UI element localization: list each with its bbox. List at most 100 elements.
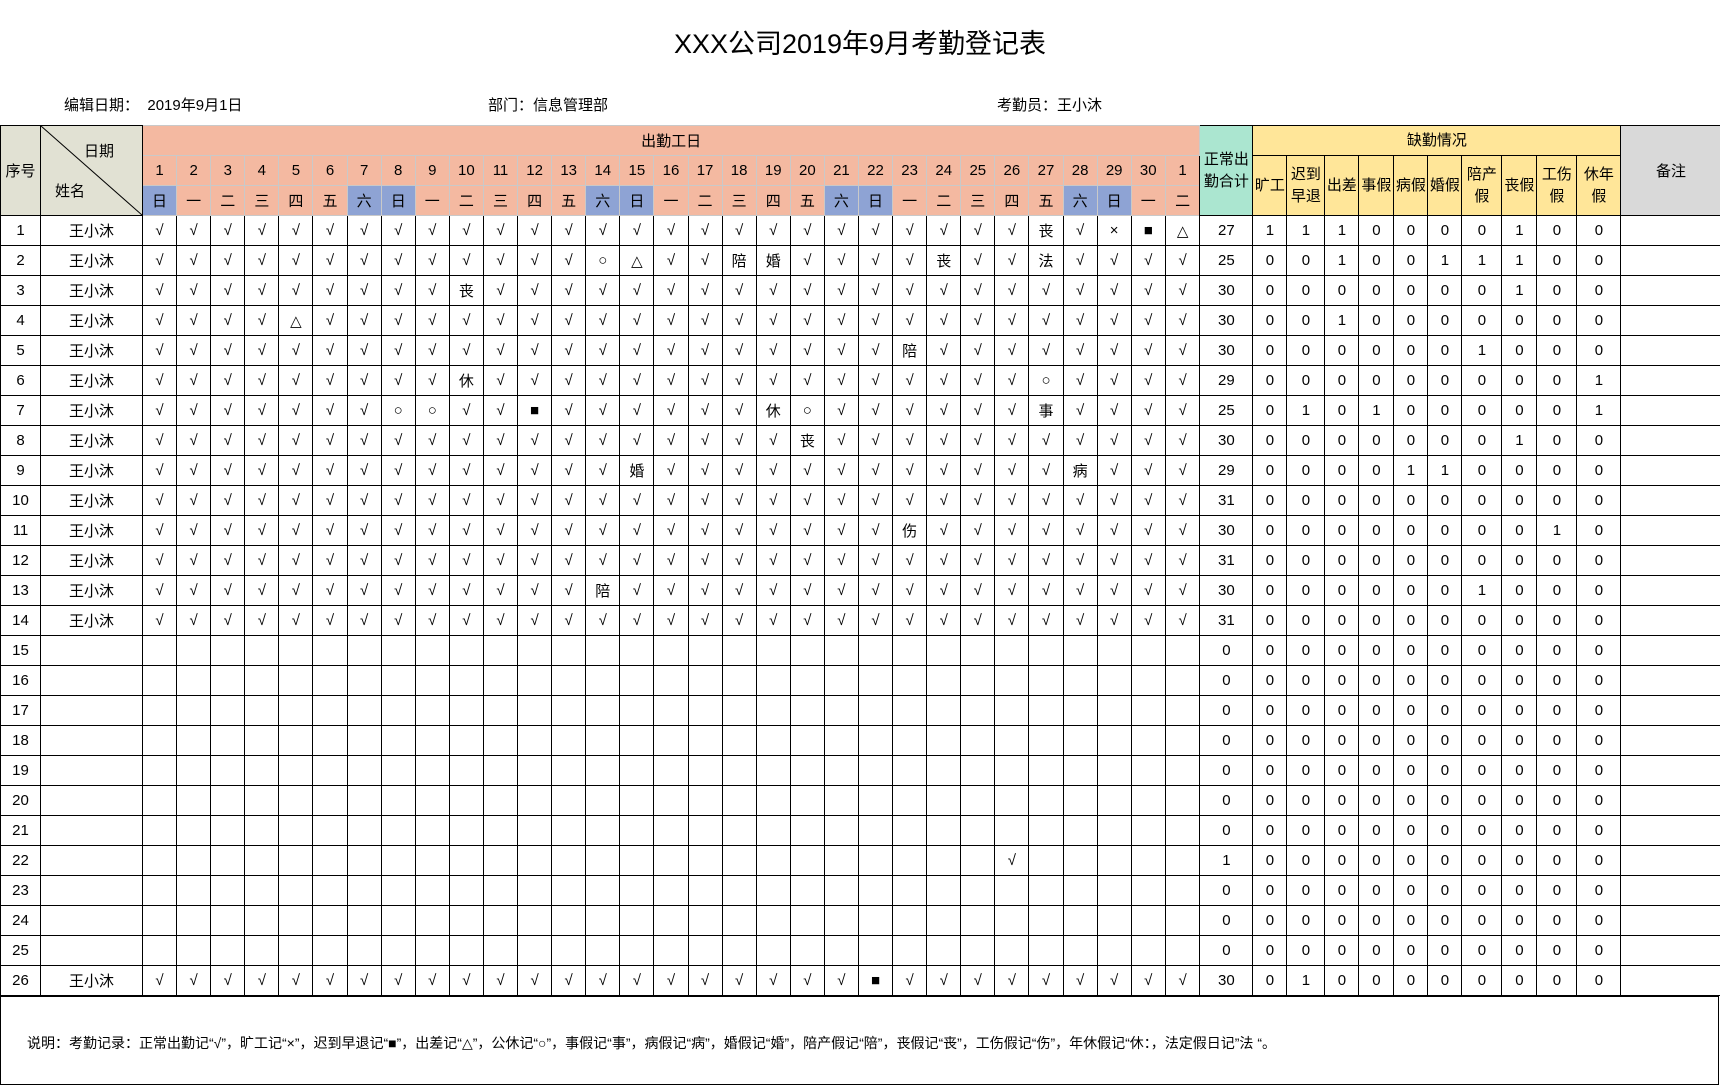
row-number[interactable]: 4 [0, 305, 41, 336]
attendance-cell[interactable] [1096, 725, 1132, 756]
employee-name[interactable]: 王小沐 [40, 455, 143, 486]
attendance-cell[interactable] [789, 725, 825, 756]
attendance-cell[interactable]: √ [312, 605, 348, 636]
absence-count[interactable]: 0 [1324, 575, 1360, 606]
attendance-cell[interactable]: √ [926, 575, 962, 606]
absence-count[interactable]: 0 [1576, 605, 1622, 636]
attendance-cell[interactable]: √ [892, 305, 928, 336]
attendance-cell[interactable] [414, 665, 450, 696]
attendance-cell[interactable] [1062, 725, 1098, 756]
absence-count[interactable]: 0 [1324, 485, 1360, 516]
attendance-cell[interactable] [278, 725, 314, 756]
attendance-cell[interactable]: √ [994, 515, 1030, 546]
attendance-cell[interactable] [414, 905, 450, 936]
attendance-cell[interactable] [517, 725, 553, 756]
attendance-cell[interactable]: √ [244, 245, 280, 276]
absence-count[interactable]: 0 [1393, 275, 1429, 306]
attendance-cell[interactable]: √ [210, 215, 246, 246]
absence-count[interactable]: 0 [1427, 575, 1463, 606]
attendance-cell[interactable] [210, 785, 246, 816]
attendance-cell[interactable]: ○ [414, 395, 450, 426]
attendance-cell[interactable] [619, 845, 655, 876]
attendance-cell[interactable]: √ [721, 365, 757, 396]
attendance-cell[interactable] [448, 755, 484, 786]
day-header-17[interactable]: 17 [687, 155, 723, 186]
absence-count[interactable]: 0 [1576, 425, 1622, 456]
attendance-cell[interactable]: √ [244, 605, 280, 636]
attendance-cell[interactable] [960, 845, 996, 876]
attendance-cell[interactable]: √ [176, 305, 212, 336]
attendance-cell[interactable] [482, 845, 519, 876]
attendance-cell[interactable]: √ [312, 275, 348, 306]
attendance-cell[interactable]: √ [687, 515, 723, 546]
attendance-cell[interactable] [380, 635, 416, 666]
attendance-cell[interactable]: √ [1062, 965, 1098, 996]
attendance-total[interactable]: 25 [1199, 245, 1254, 276]
row-number[interactable]: 24 [0, 905, 41, 936]
attendance-cell[interactable] [823, 755, 859, 786]
absence-count[interactable]: 0 [1252, 665, 1288, 696]
attendance-cell[interactable]: √ [278, 485, 314, 516]
attendance-cell[interactable]: √ [653, 425, 689, 456]
attendance-cell[interactable] [312, 875, 348, 906]
attendance-cell[interactable]: √ [551, 455, 587, 486]
attendance-cell[interactable]: √ [653, 395, 689, 426]
day-header-5[interactable]: 5 [278, 155, 314, 186]
absence-count[interactable]: 0 [1576, 275, 1622, 306]
attendance-cell[interactable] [892, 785, 928, 816]
attendance-cell[interactable]: √ [176, 395, 212, 426]
absence-header-2[interactable]: 迟到早退 [1286, 155, 1326, 216]
attendance-cell[interactable]: 事 [1028, 395, 1064, 426]
attendance-cell[interactable]: √ [1130, 575, 1166, 606]
attendance-cell[interactable] [755, 725, 791, 756]
remark-cell[interactable] [1620, 335, 1720, 366]
attendance-cell[interactable]: √ [380, 275, 416, 306]
attendance-cell[interactable] [619, 665, 655, 696]
attendance-cell[interactable]: √ [619, 425, 655, 456]
absence-count[interactable]: 0 [1536, 395, 1578, 426]
remark-cell[interactable] [1620, 905, 1720, 936]
attendance-cell[interactable]: √ [1062, 425, 1098, 456]
attendance-cell[interactable]: √ [141, 335, 178, 366]
absence-count[interactable]: 0 [1427, 215, 1463, 246]
employee-name[interactable]: 王小沐 [40, 575, 143, 606]
attendance-cell[interactable]: √ [823, 485, 859, 516]
row-number[interactable]: 21 [0, 815, 41, 846]
attendance-cell[interactable] [1028, 875, 1064, 906]
attendance-cell[interactable]: √ [141, 515, 178, 546]
attendance-cell[interactable] [551, 845, 587, 876]
attendance-cell[interactable]: √ [619, 605, 655, 636]
attendance-cell[interactable] [1130, 905, 1166, 936]
attendance-cell[interactable]: √ [721, 305, 757, 336]
attendance-cell[interactable] [210, 755, 246, 786]
attendance-cell[interactable]: √ [789, 305, 825, 336]
attendance-cell[interactable] [414, 815, 450, 846]
attendance-cell[interactable] [1062, 635, 1098, 666]
absence-count[interactable]: 1 [1461, 245, 1503, 276]
attendance-cell[interactable] [482, 665, 519, 696]
attendance-cell[interactable] [687, 785, 723, 816]
attendance-cell[interactable]: √ [1130, 545, 1166, 576]
attendance-cell[interactable] [721, 875, 757, 906]
attendance-cell[interactable]: √ [823, 365, 859, 396]
absence-count[interactable]: 0 [1324, 875, 1360, 906]
attendance-cell[interactable] [210, 665, 246, 696]
attendance-cell[interactable]: √ [210, 335, 246, 366]
attendance-cell[interactable]: 休 [755, 395, 791, 426]
day-header-25[interactable]: 25 [960, 155, 996, 186]
attendance-cell[interactable]: √ [176, 545, 212, 576]
absence-count[interactable]: 0 [1252, 245, 1288, 276]
absence-count[interactable]: 0 [1501, 725, 1538, 756]
attendance-cell[interactable]: √ [926, 365, 962, 396]
attendance-cell[interactable] [687, 665, 723, 696]
attendance-cell[interactable] [1062, 905, 1098, 936]
day-header-11[interactable]: 11 [482, 155, 519, 186]
attendance-cell[interactable]: 丧 [926, 245, 962, 276]
attendance-cell[interactable] [585, 635, 621, 666]
attendance-cell[interactable]: √ [653, 515, 689, 546]
attendance-cell[interactable] [482, 695, 519, 726]
attendance-cell[interactable]: √ [1096, 395, 1132, 426]
attendance-cell[interactable]: √ [755, 575, 791, 606]
attendance-cell[interactable] [926, 635, 962, 666]
attendance-cell[interactable]: √ [1164, 335, 1201, 366]
